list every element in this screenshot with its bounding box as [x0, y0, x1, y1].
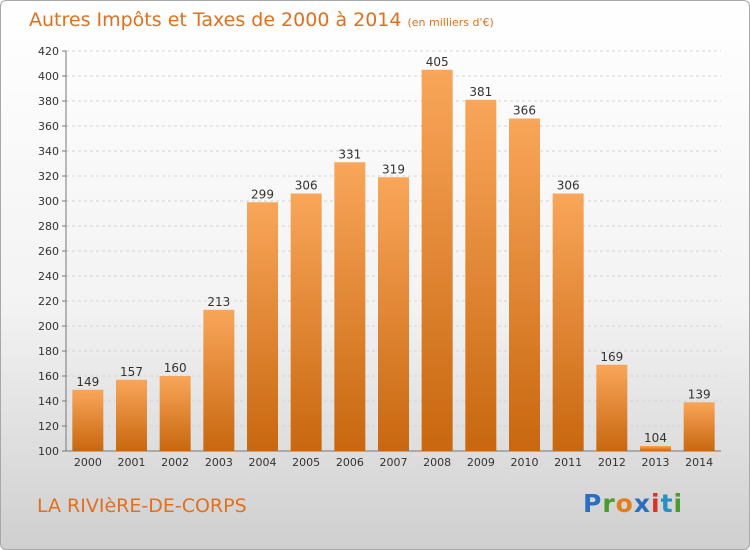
y-tick-label: 300: [38, 195, 59, 208]
bar-value-label: 331: [338, 147, 361, 161]
bar[interactable]: [116, 379, 147, 451]
y-tick-label: 400: [38, 70, 59, 83]
bar-value-label: 306: [295, 179, 318, 193]
bar[interactable]: [290, 193, 322, 452]
y-tick-label: 380: [38, 95, 59, 108]
bar[interactable]: [683, 402, 715, 451]
bar-value-label: 381: [469, 85, 492, 99]
logo-letter: r: [602, 489, 616, 518]
y-tick-label: 220: [38, 295, 59, 308]
logo-letter: i: [651, 489, 661, 518]
bar[interactable]: [334, 162, 366, 451]
chart-unit: (en milliers d'€): [407, 16, 494, 29]
y-tick-label: 420: [38, 45, 59, 58]
chart-title-text: Autres Impôts et Taxes de 2000 à 2014: [29, 9, 402, 31]
y-tick-label: 280: [38, 220, 59, 233]
bar[interactable]: [378, 177, 409, 451]
bar[interactable]: [159, 376, 191, 451]
bar-value-label: 299: [251, 187, 274, 201]
bar-value-label: 139: [688, 387, 711, 401]
x-tick-label: 2007: [380, 456, 408, 469]
x-tick-label: 2005: [292, 456, 320, 469]
bars: 149 157 160 213 299 306 331 319 405 381 366 306 169 1…: [72, 55, 715, 452]
bar[interactable]: [203, 309, 235, 451]
x-tick-label: 2012: [598, 456, 626, 469]
city-name: LA RIVIèRE-DE-CORPS: [37, 495, 247, 517]
x-tick-label: 2000: [74, 456, 102, 469]
bar[interactable]: [421, 69, 453, 451]
bar[interactable]: [509, 118, 540, 452]
y-tick-label: 260: [38, 245, 59, 258]
y-tick-label: 140: [38, 395, 59, 408]
x-tick-label: 2006: [336, 456, 364, 469]
proxiti-logo[interactable]: Proxiti: [583, 489, 683, 518]
y-tick-label: 240: [38, 270, 59, 283]
logo-letter: o: [615, 489, 634, 518]
y-tick-label: 120: [38, 420, 59, 433]
bar-value-label: 405: [426, 55, 449, 69]
y-tick-label: 100: [38, 445, 59, 458]
logo-letter: t: [660, 489, 674, 518]
x-tick-label: 2002: [161, 456, 189, 469]
y-tick-label: 160: [38, 370, 59, 383]
bar-value-label: 366: [513, 104, 536, 118]
y-tick-label: 180: [38, 345, 59, 358]
y-tick-label: 200: [38, 320, 59, 333]
bar-value-label: 213: [207, 295, 230, 309]
x-tick-label: 2004: [249, 456, 277, 469]
x-tick-label: 2003: [205, 456, 233, 469]
chart-title: Autres Impôts et Taxes de 2000 à 2014 (en…: [29, 9, 494, 31]
x-tick-label: 2008: [423, 456, 451, 469]
x-tick-label: 2014: [685, 456, 713, 469]
x-tick-label: 2011: [554, 456, 582, 469]
bar-value-label: 104: [644, 431, 667, 445]
x-tick-label: 2009: [467, 456, 495, 469]
bar-value-label: 319: [382, 162, 405, 176]
bar-value-label: 157: [120, 365, 143, 379]
bar[interactable]: [552, 193, 584, 452]
y-tick-label: 320: [38, 170, 59, 183]
bar-value-label: 306: [557, 179, 580, 193]
bar[interactable]: [640, 446, 671, 451]
x-axis-ticks: 2000 2001 2002 2003 2004 2005 2006 2007 2008 2009…: [74, 456, 713, 469]
logo-letter: P: [583, 489, 603, 518]
bar[interactable]: [72, 389, 104, 451]
bar[interactable]: [247, 202, 278, 451]
bar-value-label: 149: [76, 375, 99, 389]
x-tick-label: 2010: [511, 456, 539, 469]
logo-letter: x: [633, 489, 651, 518]
x-tick-label: 2001: [118, 456, 146, 469]
bar-value-label: 160: [164, 361, 187, 375]
y-tick-label: 360: [38, 120, 59, 133]
bar[interactable]: [465, 99, 497, 451]
bar-value-label: 169: [600, 350, 623, 364]
y-tick-label: 340: [38, 145, 59, 158]
bar[interactable]: [596, 364, 628, 451]
x-tick-label: 2013: [642, 456, 670, 469]
logo-letter: i: [673, 489, 684, 518]
